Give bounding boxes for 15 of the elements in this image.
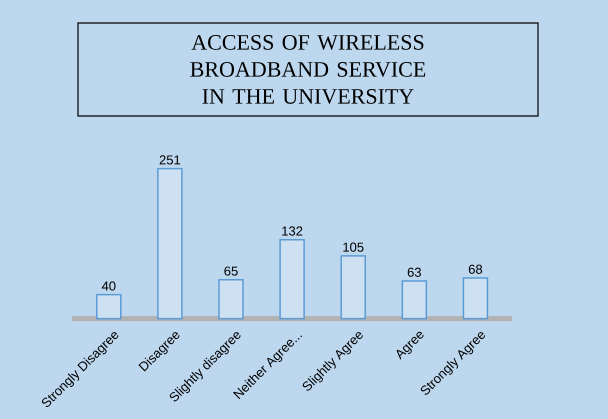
data-label: 68 bbox=[468, 264, 482, 274]
bar bbox=[279, 238, 305, 320]
bar bbox=[462, 277, 488, 320]
bar bbox=[402, 280, 428, 320]
bar bbox=[96, 294, 122, 320]
bar bbox=[157, 168, 183, 320]
bar bbox=[218, 278, 244, 320]
bar bbox=[340, 255, 366, 320]
data-label: 63 bbox=[408, 268, 421, 277]
data-label: 40 bbox=[102, 281, 116, 291]
data-label: 105 bbox=[343, 242, 364, 252]
data-label: 251 bbox=[160, 155, 180, 165]
chart-title: ACCESS OF WIRELESS BROADBAND SERVICE IN THE UNIVERSITY bbox=[190, 35, 426, 104]
data-label: 65 bbox=[224, 266, 238, 276]
data-label: 132 bbox=[282, 226, 302, 236]
